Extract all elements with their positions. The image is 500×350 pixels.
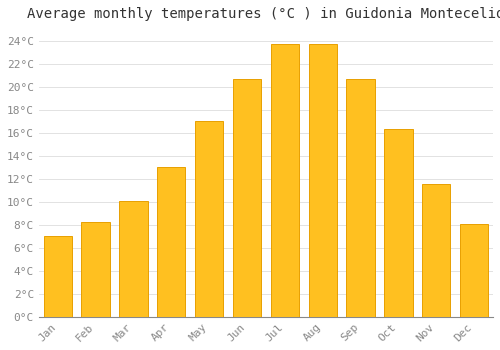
- Bar: [44, 236, 72, 317]
- Bar: [384, 129, 412, 317]
- Bar: [460, 224, 488, 317]
- Bar: [233, 78, 261, 317]
- Bar: [270, 44, 299, 317]
- Bar: [422, 184, 450, 317]
- Title: Average monthly temperatures (°C ) in Guidonia Montecelio: Average monthly temperatures (°C ) in Gu…: [27, 7, 500, 21]
- Bar: [195, 121, 224, 317]
- Bar: [346, 78, 375, 317]
- Bar: [82, 222, 110, 317]
- Bar: [308, 44, 337, 317]
- Bar: [157, 167, 186, 317]
- Bar: [119, 201, 148, 317]
